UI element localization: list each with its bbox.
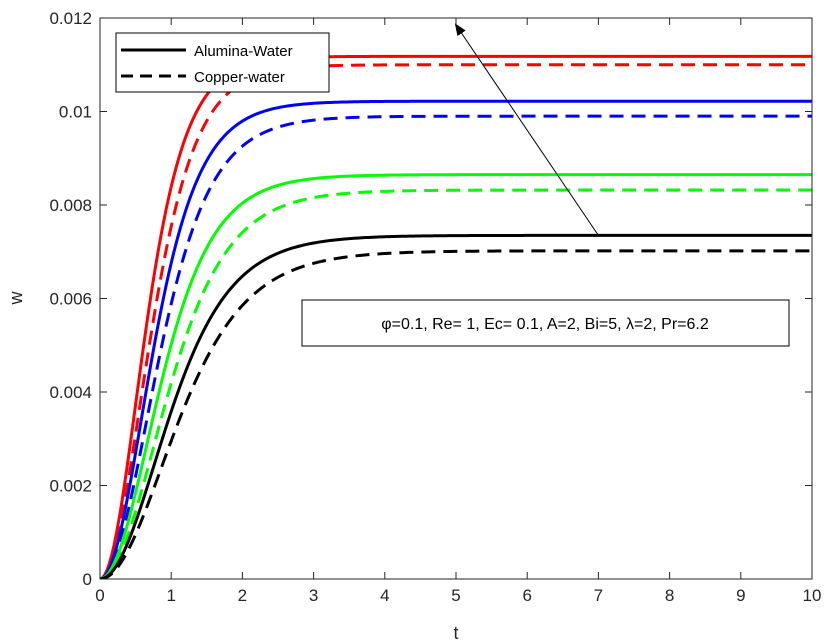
y-tick-label: 0.012: [49, 9, 92, 28]
trend-arrow: [454, 23, 599, 236]
parameter-annotation: φ=0.1, Re= 1, Ec= 0.1, A=2, Bi=5, λ=2, P…: [301, 299, 790, 347]
legend-label-copper-water: Copper-water: [194, 69, 285, 86]
series-line-8-dashed: [100, 249, 812, 579]
x-tick-label: 7: [594, 586, 603, 605]
x-axis-label: t: [453, 623, 458, 643]
series-line-6-dashed: [100, 188, 812, 579]
series-line-4-dashed: [100, 114, 812, 579]
x-tick-label: 0: [95, 586, 104, 605]
y-tick-label: 0: [83, 570, 92, 589]
x-tick-label: 9: [736, 586, 745, 605]
x-tick-label: 5: [451, 586, 460, 605]
legend: Alumina-Water Copper-water: [115, 32, 330, 93]
series-line-7-solid: [100, 233, 812, 579]
y-tick-label: 0.01: [59, 103, 92, 122]
y-tick-label: 0.002: [49, 477, 92, 496]
parameter-box: [301, 299, 790, 347]
parameter-text: φ=0.1, Re= 1, Ec= 0.1, A=2, Bi=5, λ=2, P…: [381, 316, 709, 333]
axis-ticks: 0 1 2 3 4 5 6 7 8 9 10 0 0.002 0.004 0.006 0.008 0.01 0.0…: [49, 9, 821, 605]
x-tick-label: 1: [166, 586, 175, 605]
y-tick-label: 0.004: [49, 383, 92, 402]
x-tick-label: 6: [522, 586, 531, 605]
y-tick-label: 0.008: [49, 196, 92, 215]
y-axis-label: w: [6, 291, 26, 306]
plot-area: [100, 18, 812, 579]
y-tick-label: 0.006: [49, 290, 92, 309]
series-line-3-solid: [100, 99, 812, 579]
x-tick-label: 2: [238, 586, 247, 605]
x-tick-label: 10: [803, 586, 822, 605]
legend-box: [115, 32, 330, 93]
x-tick-label: 8: [665, 586, 674, 605]
series-line-5-solid: [100, 173, 812, 579]
x-tick-label: 3: [309, 586, 318, 605]
series-line-2-dashed: [100, 63, 812, 579]
legend-label-alumina-water: Alumina-Water: [194, 43, 293, 60]
x-tick-label: 4: [380, 586, 389, 605]
